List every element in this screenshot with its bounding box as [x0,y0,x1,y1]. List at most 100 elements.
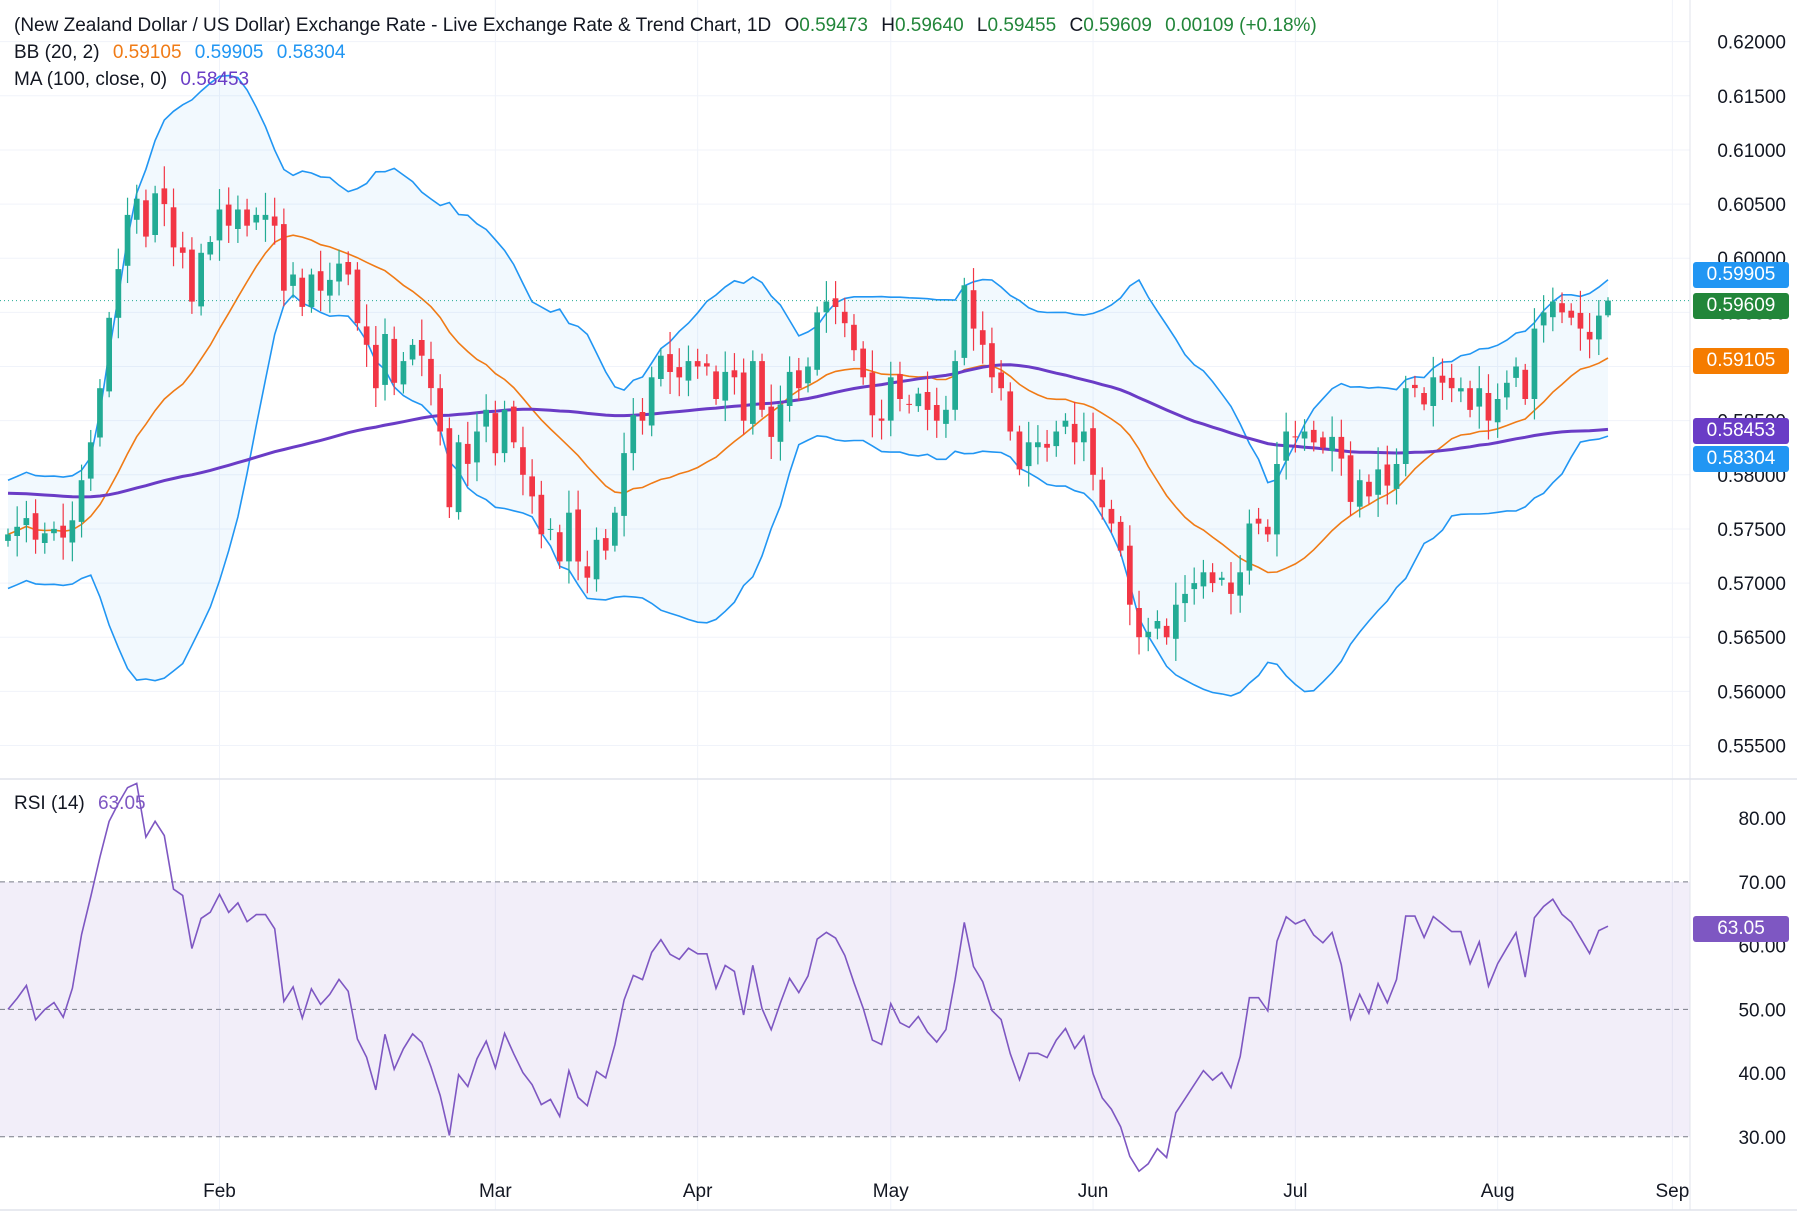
candle-body [244,209,250,226]
candle-body [731,370,738,378]
candle-body [1053,431,1060,447]
close-value: 0.59609 [1083,15,1152,36]
month-tick-label: Aug [1481,1181,1515,1202]
candle-body [1540,312,1547,326]
candle-body [78,480,85,522]
candle-body [1596,315,1602,340]
candle-body [1163,625,1170,638]
rsi-value-tag: 63.05 [1693,916,1789,942]
candle-body [446,428,453,508]
price-tick-label: 0.62000 [1717,33,1786,54]
candle-body [1375,469,1381,495]
candle-body [952,361,958,410]
candle-body [179,247,186,253]
candle-body [382,334,388,385]
candle-body [1467,388,1473,410]
candle-body [345,262,352,275]
bb-legend[interactable]: BB (20, 2) 0.59105 0.59905 0.58304 [14,39,345,66]
candle-body [1136,608,1142,638]
candle-body [713,371,719,399]
candle-body [1476,388,1483,407]
candle-body [1292,436,1299,438]
rsi-panel [0,782,1690,1173]
bb-lower-price-tag: 0.58304 [1693,446,1789,472]
candle-body [198,252,204,307]
candle-body [1007,391,1014,432]
candle-body [584,566,591,578]
candle-body [1228,582,1234,594]
candle-body [529,476,535,497]
candle-body [161,188,168,205]
candle-body [281,224,287,291]
candle-body [299,277,306,307]
candle-body [1099,479,1106,508]
rsi-tick-label: 70.00 [1738,873,1786,894]
candle-body [621,453,627,516]
ma-price-tag: 0.58453 [1693,418,1789,444]
candle-body [1016,431,1023,470]
candle-body [933,405,940,421]
ma-legend-label: MA (100, close, 0) [14,69,168,90]
candle-body [317,271,324,291]
chart-title: (New Zealand Dollar / US Dollar) Exchang… [14,15,772,36]
rsi-tick-label: 50.00 [1738,1000,1786,1021]
chart-title-legend: (New Zealand Dollar / US Dollar) Exchang… [14,12,1317,39]
candle-body [1264,526,1271,535]
candle-body [1577,312,1584,329]
ma-legend-value: 0.58453 [180,69,250,90]
candle-body [1301,431,1308,439]
price-tick-label: 0.57500 [1717,520,1786,541]
ma-legend[interactable]: MA (100, close, 0) 0.58453 [14,66,249,93]
candle-body [1044,443,1050,448]
candle-body [1485,393,1492,421]
candle-body [924,392,931,410]
candle-body [1062,420,1069,427]
rsi-tick-label: 30.00 [1738,1128,1786,1149]
low-value: 0.59455 [987,15,1057,36]
candle-body [14,526,20,536]
month-tick-label: Mar [479,1181,512,1202]
candle-body [1283,431,1289,461]
candle-body [602,538,609,551]
candle-body [1035,442,1041,448]
candle-body [510,406,517,443]
close-price-tag: 0.59609 [1693,293,1789,319]
candle-body [1218,577,1225,580]
candle-body [409,344,416,360]
bb-lower-line [7,293,1609,697]
candle-body [1366,481,1372,497]
candle-body [225,204,232,226]
candle-body [1513,366,1519,378]
bb-upper-price-tag: 0.59905 [1693,262,1789,288]
candle-body [262,214,269,220]
candle-body [363,326,370,345]
price-tick-label: 0.57000 [1717,574,1786,595]
candle-body [1531,328,1538,399]
candle-body [308,274,315,307]
candle-body [1127,545,1133,605]
candle-body [1494,399,1501,423]
candle-body [667,354,673,372]
candle-body [1522,369,1529,399]
bb-basis-value: 0.59105 [112,42,182,63]
candle-body [1430,377,1437,406]
low-label: L [976,15,988,36]
candle-body [501,409,508,454]
bb-upper-line [7,74,1609,484]
candles [5,166,1611,661]
rsi-legend-value: 63.05 [98,793,146,814]
candle-body [768,406,775,437]
candle-body [336,263,342,282]
candle-body [970,290,977,329]
candle-body [1200,572,1207,587]
candle-body [492,413,499,454]
candle-body [676,367,683,378]
rsi-legend[interactable]: RSI (14) 63.05 [14,790,146,817]
high-value: 0.59640 [894,15,964,36]
price-tick-label: 0.61500 [1717,87,1786,108]
candle-body [740,372,747,421]
candle-body [23,518,30,526]
candle-body [1559,303,1565,313]
candle-body [1329,436,1335,451]
